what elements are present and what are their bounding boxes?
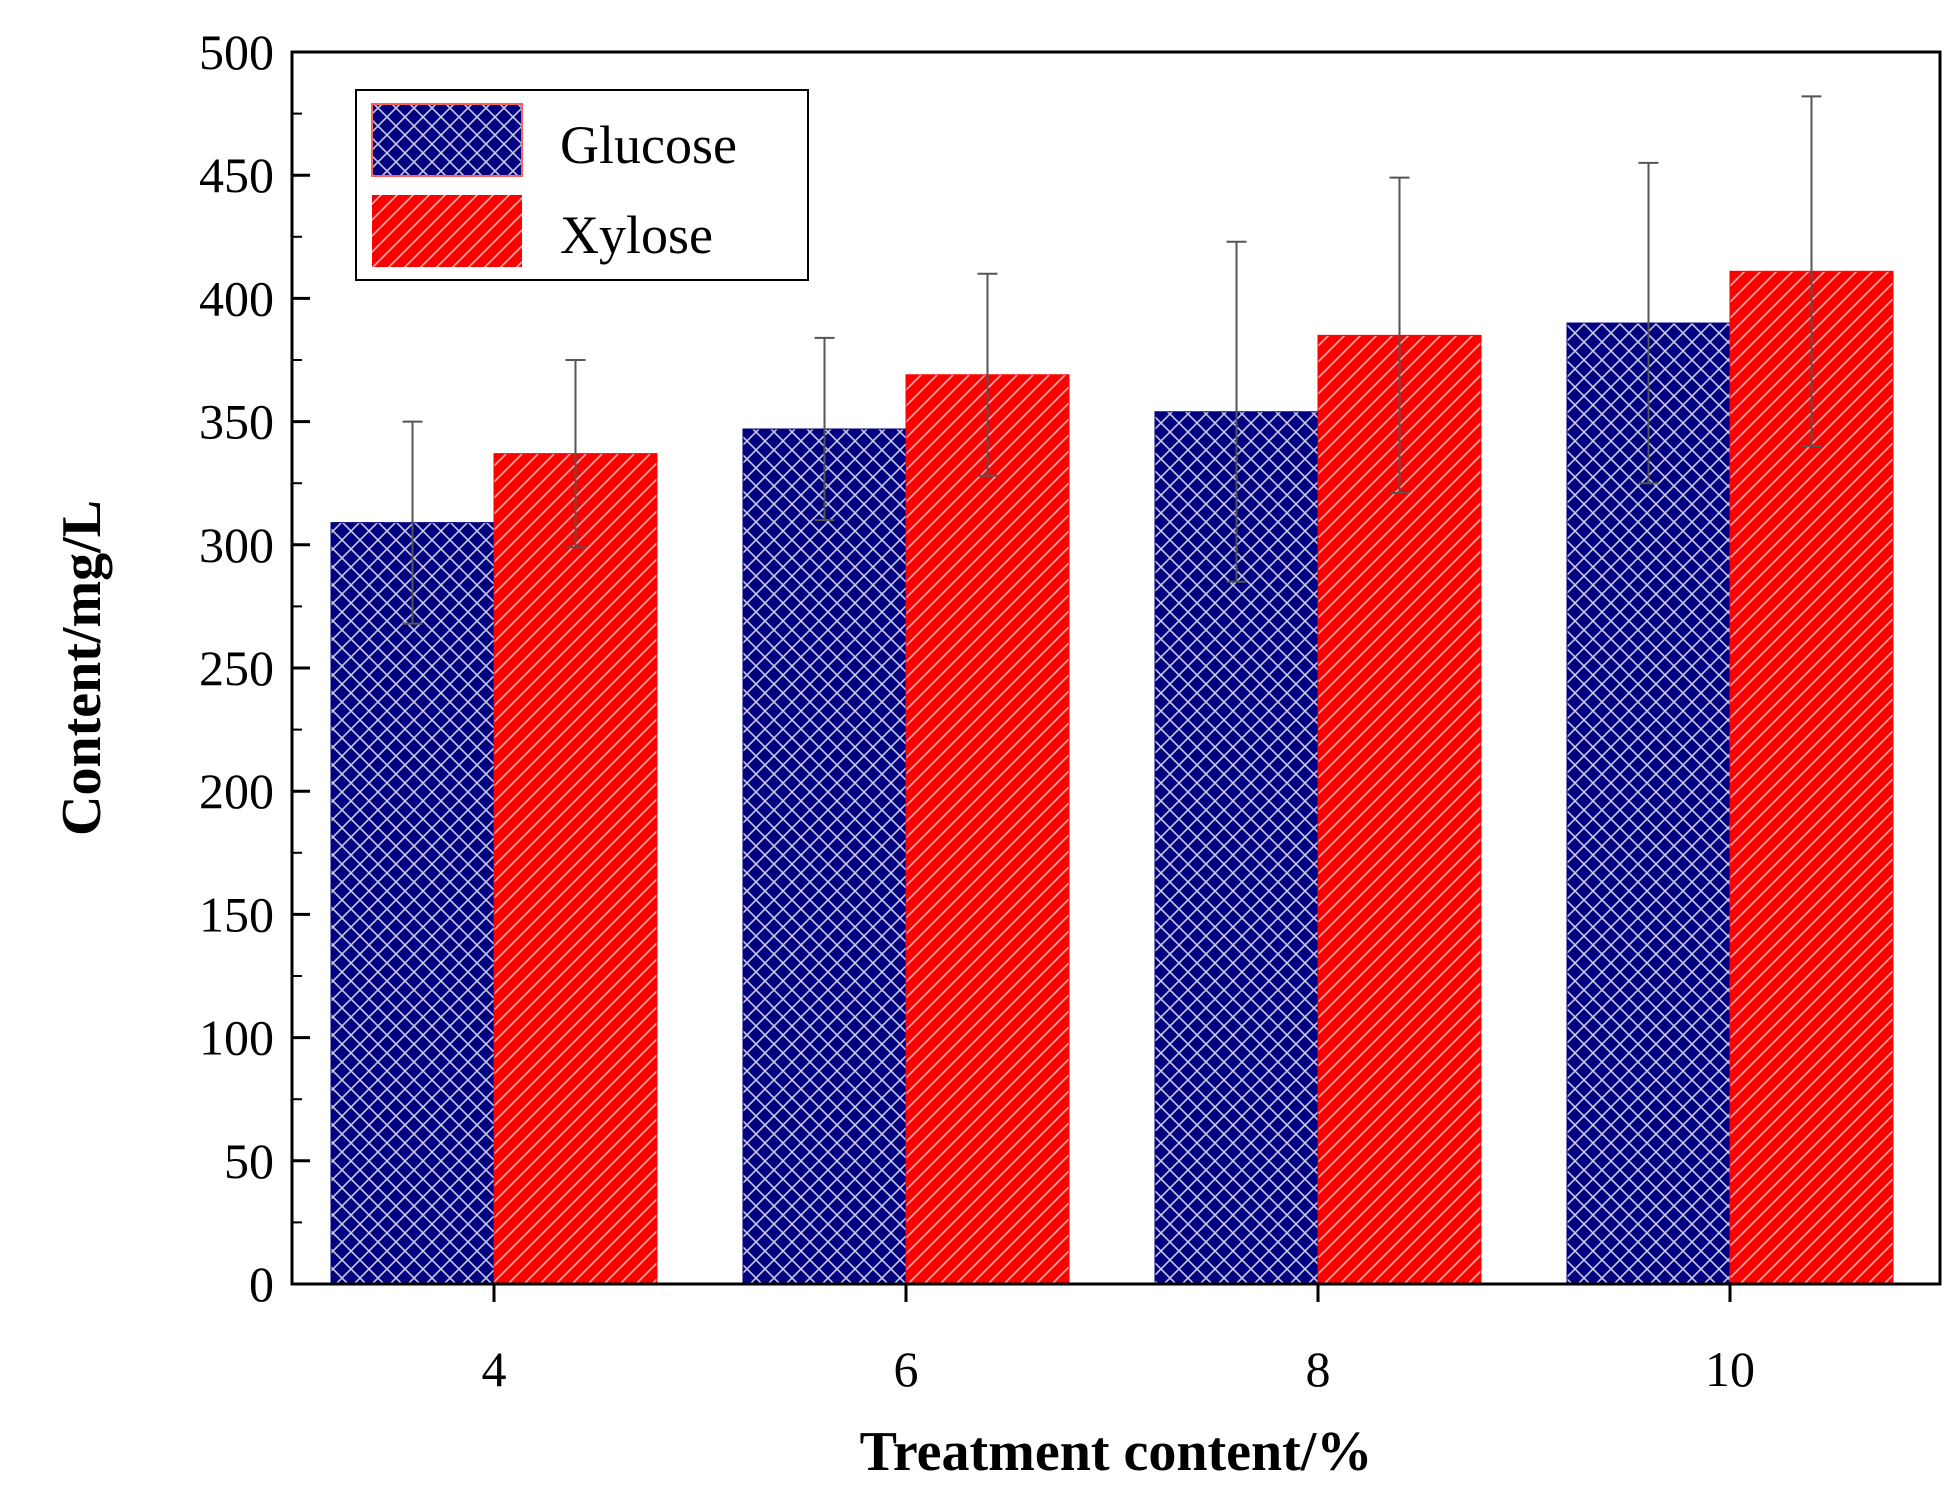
legend-label-glucose: Glucose <box>560 115 737 175</box>
x-axis-title: Treatment content/% <box>860 1421 1373 1483</box>
y-tick-label: 100 <box>199 1010 274 1066</box>
y-tick-label: 500 <box>199 24 274 80</box>
y-tick-label: 150 <box>199 886 274 942</box>
bar-xylose-6 <box>905 374 1070 1285</box>
error-bars-layer <box>402 95 1822 625</box>
legend-swatch-xylose <box>372 195 522 267</box>
x-axis: 4 6 8 10 <box>482 1284 1755 1397</box>
legend-swatch-glucose <box>371 103 523 177</box>
bar-xylose-4 <box>493 453 658 1285</box>
legend-label-xylose: Xylose <box>560 205 713 265</box>
x-tick-label: 10 <box>1705 1341 1755 1397</box>
bars-layer <box>330 270 1894 1285</box>
y-axis: 0 50 100 150 200 250 300 350 400 450 500 <box>199 24 310 1312</box>
bar-glucose-6 <box>742 428 907 1285</box>
y-tick-label: 350 <box>199 394 274 450</box>
y-tick-label: 0 <box>249 1256 274 1312</box>
bar-glucose-4 <box>330 522 495 1285</box>
y-tick-label: 450 <box>199 147 274 203</box>
x-tick-label: 8 <box>1306 1341 1331 1397</box>
y-tick-label: 200 <box>199 763 274 819</box>
y-tick-label: 300 <box>199 517 274 573</box>
legend: Glucose Xylose <box>355 89 809 281</box>
y-tick-label: 400 <box>199 270 274 326</box>
x-tick-label: 6 <box>894 1341 919 1397</box>
x-tick-label: 4 <box>482 1341 507 1397</box>
y-axis-title: Content/mg/L <box>51 500 113 836</box>
y-tick-label: 250 <box>199 640 274 696</box>
y-tick-label: 50 <box>224 1133 274 1189</box>
